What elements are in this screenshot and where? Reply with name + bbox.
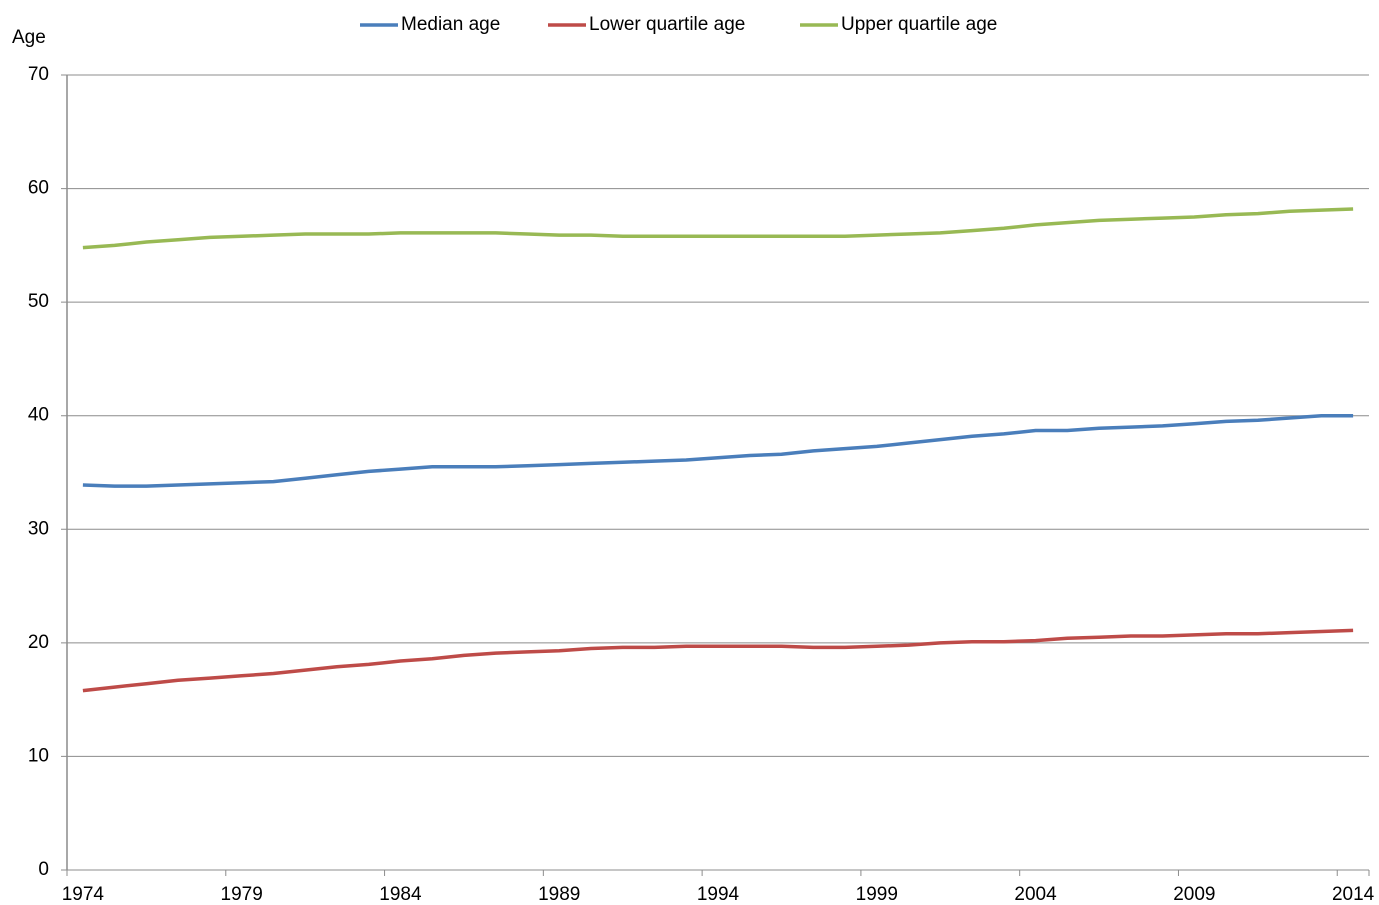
y-tick-label: 60 — [28, 178, 49, 199]
x-tick-label: 1999 — [856, 884, 898, 905]
legend-label: Lower quartile age — [589, 14, 745, 35]
y-tick-label: 0 — [38, 859, 49, 880]
x-tick-label: 2014 — [1332, 884, 1375, 905]
y-tick-label: 30 — [28, 518, 49, 539]
legend-label: Upper quartile age — [841, 14, 997, 35]
legend-label: Median age — [401, 14, 500, 35]
x-tick-label: 1994 — [697, 884, 740, 905]
x-tick-label: 1989 — [538, 884, 580, 905]
y-tick-label: 40 — [28, 405, 49, 426]
series-line — [82, 628, 1354, 693]
x-tick-label: 2009 — [1173, 884, 1215, 905]
x-tick-label: 1984 — [379, 884, 422, 905]
y-tick-label: 50 — [28, 291, 49, 312]
y-axis-label: Age — [12, 27, 46, 48]
series-line — [82, 413, 1354, 488]
y-tick-label: 20 — [28, 632, 49, 653]
x-tick-label: 2004 — [1014, 884, 1057, 905]
x-tick-label: 1974 — [62, 884, 105, 905]
x-tick-label: 1979 — [221, 884, 263, 905]
y-tick-label: 10 — [28, 745, 49, 766]
series-line — [82, 207, 1354, 250]
y-tick-label: 70 — [28, 64, 49, 85]
